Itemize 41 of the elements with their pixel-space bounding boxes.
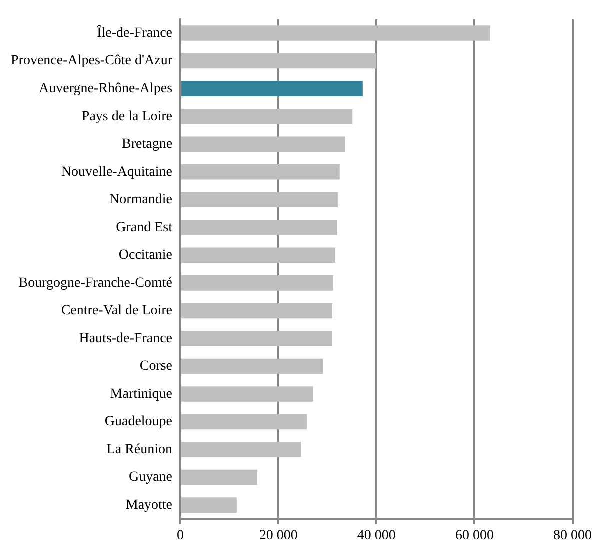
bar (182, 498, 237, 513)
y-tick-label: Nouvelle-Aquitaine (61, 164, 173, 180)
bar (182, 164, 340, 180)
bar (182, 442, 302, 458)
y-tick-label: Occitanie (118, 248, 173, 264)
x-tick-label: 60 000 (455, 528, 494, 544)
y-tick-label: Hauts-de-France (79, 331, 173, 346)
y-tick-label: Martinique (110, 386, 173, 402)
x-tick-label: 80 000 (554, 528, 592, 544)
bar (182, 276, 334, 291)
bar (182, 220, 338, 236)
y-tick-label: Mayotte (126, 498, 173, 513)
bar (182, 26, 490, 41)
bar (182, 414, 308, 430)
x-tick-label: 0 (177, 528, 184, 544)
y-tick-label: La Réunion (106, 442, 173, 458)
y-tick-label: Guyane (128, 470, 173, 486)
y-tick-label: Provence-Alpes-Côte d'Azur (10, 54, 173, 69)
bar (182, 386, 314, 402)
bar (182, 470, 258, 486)
bar (182, 108, 353, 124)
y-tick-label: Guadeloupe (104, 414, 173, 430)
bar (182, 248, 336, 264)
bar (182, 192, 338, 208)
y-tick-label: Île-de-France (97, 24, 173, 41)
y-tick-label: Normandie (110, 192, 173, 208)
y-tick-label: Bourgogne-Franche-Comté (18, 276, 173, 291)
bar (182, 303, 333, 319)
bar (182, 358, 324, 374)
y-tick-label: Pays de la Loire (82, 109, 173, 124)
x-tick-label: 40 000 (357, 528, 396, 544)
bar (182, 136, 346, 152)
x-tick-label: 20 000 (259, 528, 298, 544)
y-tick-label: Auvergne-Rhône-Alpes (39, 81, 173, 96)
y-tick-label: Grand Est (116, 220, 173, 236)
bar (182, 53, 377, 69)
bar (182, 81, 363, 96)
y-tick-label: Centre-Val de Loire (61, 304, 173, 319)
y-tick-label: Corse (140, 359, 173, 374)
bar (182, 331, 332, 346)
y-tick-label: Bretagne (122, 137, 173, 152)
